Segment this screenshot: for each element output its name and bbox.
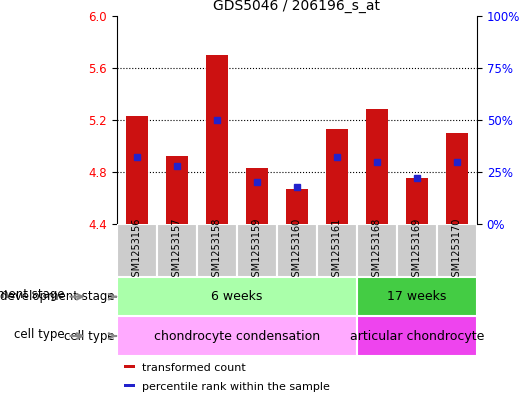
Text: GSM1253161: GSM1253161 (332, 218, 342, 283)
Bar (126, 116, 148, 224)
Bar (446, 133, 468, 224)
Text: GSM1253159: GSM1253159 (252, 218, 262, 283)
Bar (117, 316, 357, 356)
Bar (124, 384, 135, 387)
Text: 6 weeks: 6 weeks (211, 290, 262, 303)
Text: GSM1253158: GSM1253158 (211, 218, 222, 283)
Text: GSM1253160: GSM1253160 (292, 218, 302, 283)
Bar (206, 55, 228, 224)
Bar (246, 168, 268, 224)
Bar (317, 224, 357, 277)
Bar (437, 224, 477, 277)
Bar (357, 224, 397, 277)
Text: percentile rank within the sample: percentile rank within the sample (142, 382, 330, 392)
Bar (237, 224, 277, 277)
Bar (366, 110, 388, 224)
Text: transformed count: transformed count (142, 362, 245, 373)
Text: cell type: cell type (64, 329, 114, 343)
Text: cell type: cell type (13, 327, 64, 341)
Bar (277, 224, 317, 277)
Text: GSM1253157: GSM1253157 (172, 218, 182, 283)
Bar (357, 316, 477, 356)
Title: GDS5046 / 206196_s_at: GDS5046 / 206196_s_at (213, 0, 381, 13)
Bar (124, 365, 135, 368)
Bar (197, 224, 237, 277)
Bar (406, 178, 428, 224)
Text: GSM1253156: GSM1253156 (131, 218, 142, 283)
Text: development stage: development stage (0, 288, 64, 301)
Text: development stage: development stage (0, 290, 114, 303)
Bar (157, 224, 197, 277)
Text: chondrocyte condensation: chondrocyte condensation (154, 329, 320, 343)
Bar (166, 156, 188, 224)
Bar (117, 224, 157, 277)
Bar (286, 189, 308, 224)
Bar (397, 224, 437, 277)
Text: articular chondrocyte: articular chondrocyte (350, 329, 484, 343)
Text: GSM1253170: GSM1253170 (452, 218, 462, 283)
Bar (326, 129, 348, 224)
Bar (117, 277, 357, 316)
Text: GSM1253169: GSM1253169 (412, 218, 422, 283)
Bar (357, 277, 477, 316)
Text: 17 weeks: 17 weeks (387, 290, 447, 303)
Text: GSM1253168: GSM1253168 (372, 218, 382, 283)
